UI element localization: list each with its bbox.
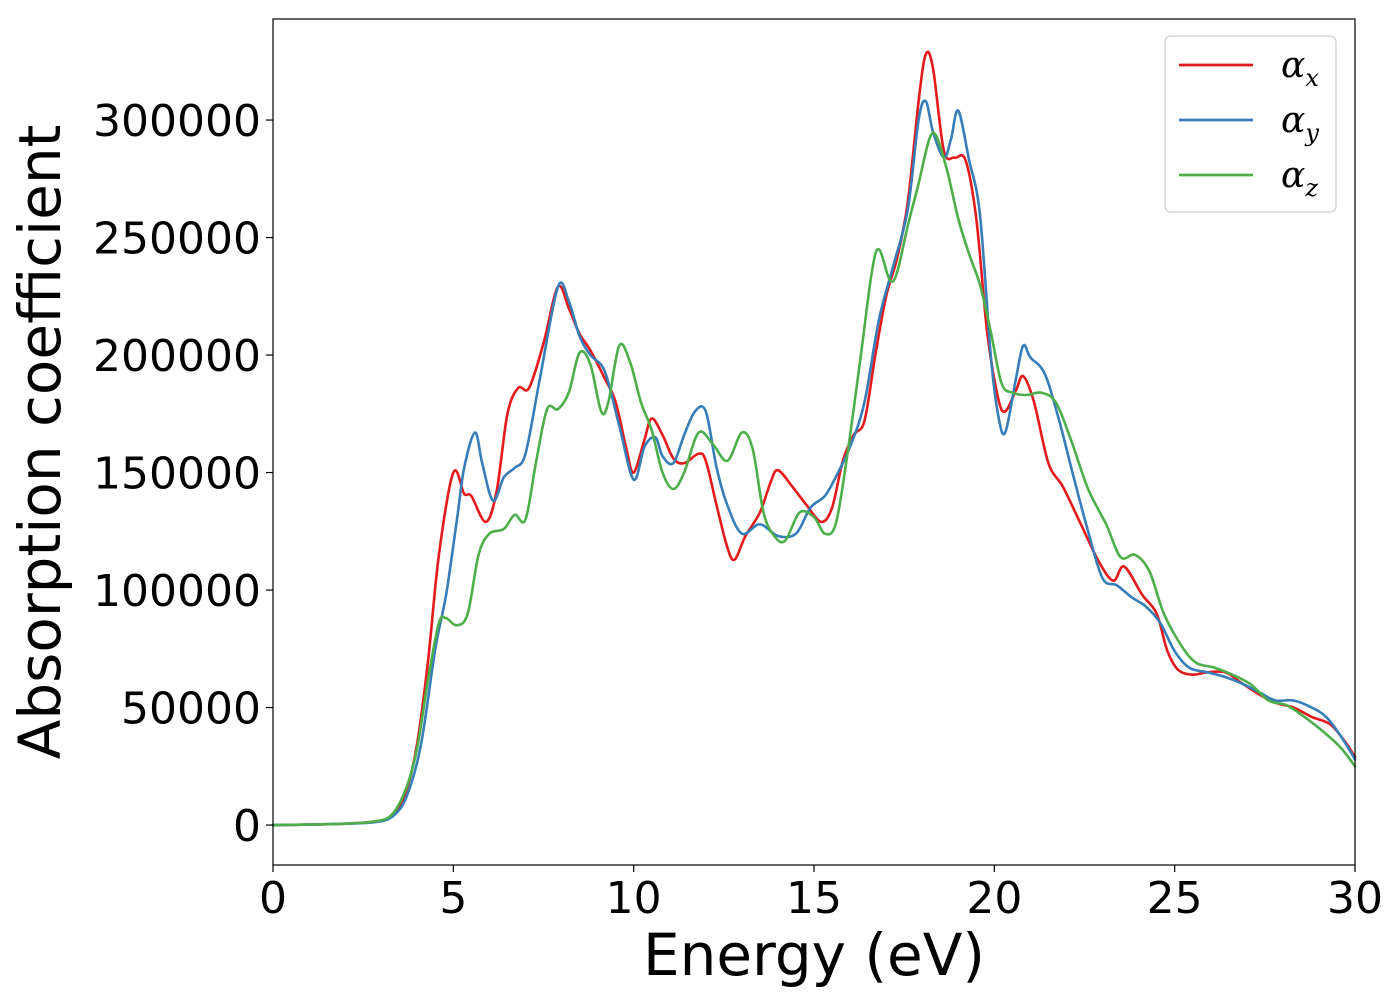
y-tick-label: 300000 bbox=[93, 96, 261, 147]
x-tick-label: 5 bbox=[439, 873, 467, 924]
legend-label-symbol: α bbox=[1281, 155, 1305, 196]
y-tick-label: 150000 bbox=[93, 449, 261, 500]
series-line-alpha-x bbox=[271, 50, 1357, 827]
x-tick-label: 15 bbox=[786, 873, 842, 924]
x-tick-label: 25 bbox=[1147, 873, 1203, 924]
series-layer bbox=[271, 50, 1357, 827]
legend-label-alpha-y: αy bbox=[1281, 100, 1319, 147]
y-axis-ticks: 0 50000 100000 150000 200000 250000 300000 bbox=[93, 96, 273, 852]
x-axis-ticks: 0 5 10 15 20 25 30 bbox=[259, 865, 1383, 924]
legend-label-alpha-x: αx bbox=[1281, 45, 1319, 92]
x-tick-label: 20 bbox=[966, 873, 1022, 924]
legend-label-subscript: z bbox=[1304, 174, 1318, 202]
y-axis-label: Absorption coefficient bbox=[6, 125, 74, 760]
x-axis-label: Energy (eV) bbox=[643, 921, 985, 989]
y-tick-label: 100000 bbox=[93, 566, 261, 617]
y-tick-label: 200000 bbox=[93, 331, 261, 382]
x-tick-label: 0 bbox=[259, 873, 287, 924]
legend-label-symbol: α bbox=[1281, 100, 1305, 141]
series-line-alpha-z bbox=[271, 131, 1357, 827]
legend-box bbox=[1164, 35, 1337, 213]
x-tick-label: 10 bbox=[606, 873, 662, 924]
series-line-alpha-y bbox=[271, 99, 1357, 827]
y-tick-label: 0 bbox=[233, 801, 261, 852]
legend-label-subscript: x bbox=[1305, 64, 1319, 92]
y-tick-label: 250000 bbox=[93, 214, 261, 265]
x-tick-label: 30 bbox=[1327, 873, 1383, 924]
legend-label-subscript: y bbox=[1304, 119, 1319, 147]
legend-label-symbol: α bbox=[1281, 45, 1305, 86]
y-tick-label: 50000 bbox=[121, 684, 261, 735]
legend-label-alpha-z: αz bbox=[1281, 155, 1318, 202]
